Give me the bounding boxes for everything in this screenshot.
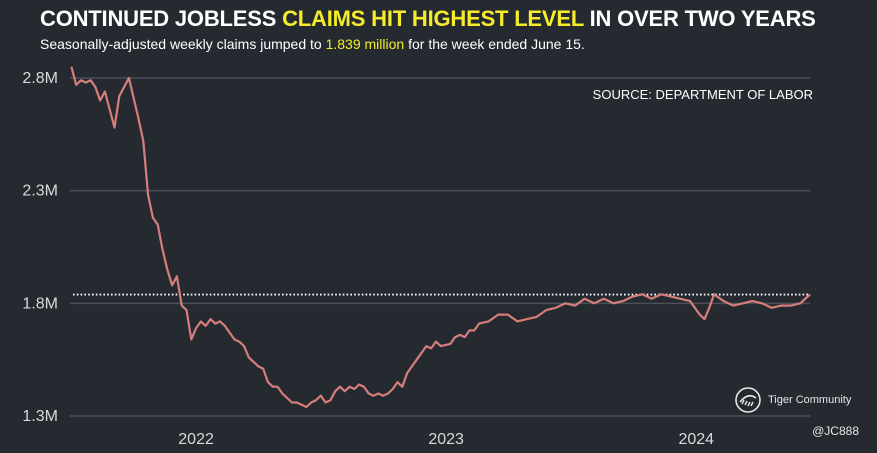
author-handle: @JC888 bbox=[812, 424, 859, 438]
subtitle-text-b: for the week ended June 15. bbox=[404, 36, 585, 52]
watermark: Tiger Community bbox=[734, 386, 851, 414]
tiger-community-logo-icon bbox=[735, 387, 761, 413]
source-note: SOURCE: DEPARTMENT OF LABOR bbox=[592, 87, 813, 102]
title-highlight: CLAIMS HIT HIGHEST LEVEL bbox=[282, 6, 584, 31]
y-tick-label: 2.3M bbox=[22, 183, 58, 200]
chart-title: CONTINUED JOBLESS CLAIMS HIT HIGHEST LEV… bbox=[40, 6, 816, 32]
x-tick-label: 2023 bbox=[428, 431, 464, 448]
chart-subtitle: Seasonally-adjusted weekly claims jumped… bbox=[40, 36, 585, 52]
x-tick-label: 2022 bbox=[178, 431, 214, 448]
x-tick-label: 2024 bbox=[678, 431, 714, 448]
y-tick-label: 1.3M bbox=[22, 408, 58, 425]
watermark-text: Tiger Community bbox=[768, 394, 852, 406]
title-text-b: IN OVER TWO YEARS bbox=[583, 6, 816, 31]
y-tick-label: 2.8M bbox=[22, 70, 58, 87]
title-text-a: CONTINUED JOBLESS bbox=[40, 6, 283, 31]
subtitle-text-a: Seasonally-adjusted weekly claims jumped… bbox=[40, 36, 326, 52]
series-line bbox=[70, 66, 811, 409]
y-tick-label: 1.8M bbox=[22, 295, 58, 312]
subtitle-highlight: 1.839 million bbox=[325, 36, 405, 52]
